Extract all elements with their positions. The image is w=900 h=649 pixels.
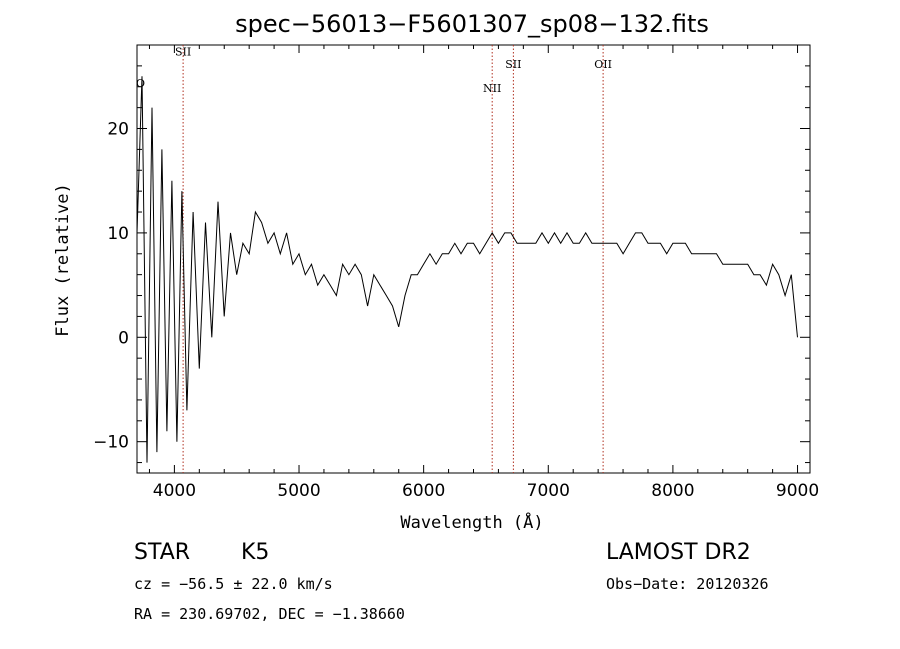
x-tick-label: 8000 (651, 481, 694, 501)
coordinates: RA = 230.69702, DEC = −1.38660 (134, 605, 405, 623)
x-tick-label: 4000 (153, 481, 196, 501)
spectral-line-label: OII (594, 58, 612, 71)
x-tick-label: 6000 (402, 481, 445, 501)
plot-frame (136, 44, 811, 474)
y-tick-label: 20 (107, 120, 129, 140)
y-tick-label: −10 (93, 433, 129, 453)
obs-date: Obs−Date: 20120326 (606, 575, 769, 593)
x-tick-label: 9000 (776, 481, 819, 501)
x-axis-label: Wavelength (Å) (400, 511, 543, 533)
spectral-line-label: NII (483, 82, 501, 95)
x-tick-label: 5000 (277, 481, 320, 501)
spectral-line-label: SII (175, 45, 191, 58)
redshift-readout: cz = −56.5 ± 22.0 km/s (134, 575, 333, 593)
x-tick-labels: 4000 5000 6000 7000 8000 9000 (153, 481, 819, 501)
spectral-line-label: SII (505, 58, 521, 71)
spectral-line-label: O (136, 77, 145, 90)
object-class: STAR (134, 540, 190, 565)
y-tick-label: 0 (118, 328, 129, 348)
y-axis-label: Flux (relative) (53, 183, 73, 337)
y-tick-labels: −10 0 10 20 (93, 120, 129, 453)
y-tick-label: 10 (107, 224, 129, 244)
x-tick-label: 7000 (527, 481, 570, 501)
flux-series-line (136, 76, 798, 463)
chart-title: spec−56013−F5601307_sp08−132.fits (235, 10, 709, 38)
survey-name: LAMOST DR2 (606, 540, 751, 565)
axis-ticks (137, 45, 810, 473)
object-subclass: K5 (241, 540, 269, 565)
